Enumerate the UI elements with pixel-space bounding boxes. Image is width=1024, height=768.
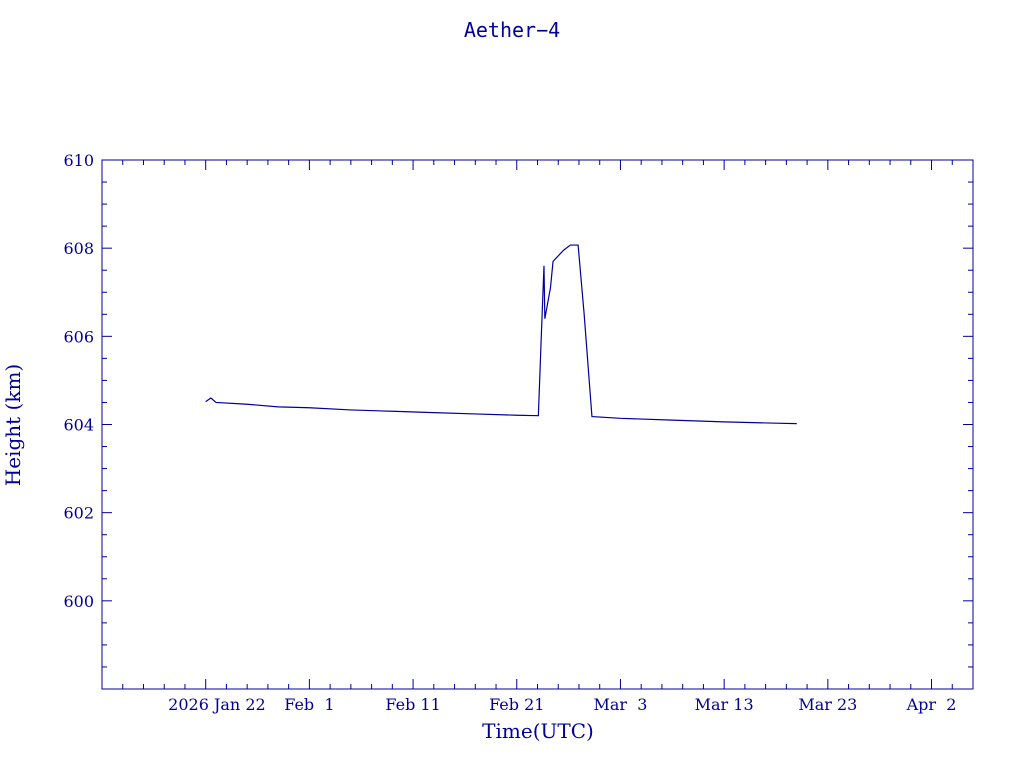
x-tick-label: Mar 13 [695, 695, 754, 714]
plot-frame [101, 159, 974, 690]
height-series-line [205, 244, 797, 425]
x-tick-label: 2026 Jan 22 [168, 695, 266, 714]
y-tick-label: 604 [63, 416, 94, 435]
x-tick-label: Feb 21 [489, 695, 544, 714]
y-axis-label: Height (km) [1, 364, 25, 486]
x-tick-label: Feb 11 [385, 695, 440, 714]
y-tick-label: 610 [63, 151, 94, 170]
x-tick-label: Mar 3 [593, 695, 647, 714]
x-tick-label: Mar 23 [798, 695, 857, 714]
y-tick-label: 600 [63, 592, 94, 611]
x-axis-label: Time(UTC) [482, 719, 594, 743]
x-tick-label: Feb 1 [284, 695, 334, 714]
y-axis-ticks: 600 602 604 606 608 610 [63, 151, 973, 690]
x-axis-ticks: 2026 Jan 22 Feb 1 Feb 11 Feb 21 Mar 3 Mar 13 M… [101, 160, 974, 714]
y-tick-label: 606 [63, 327, 94, 346]
y-tick-label: 602 [63, 504, 94, 523]
chart-title: Aether−4 [464, 18, 560, 42]
y-tick-label: 608 [63, 239, 94, 258]
x-tick-label: Apr 2 [906, 695, 957, 714]
